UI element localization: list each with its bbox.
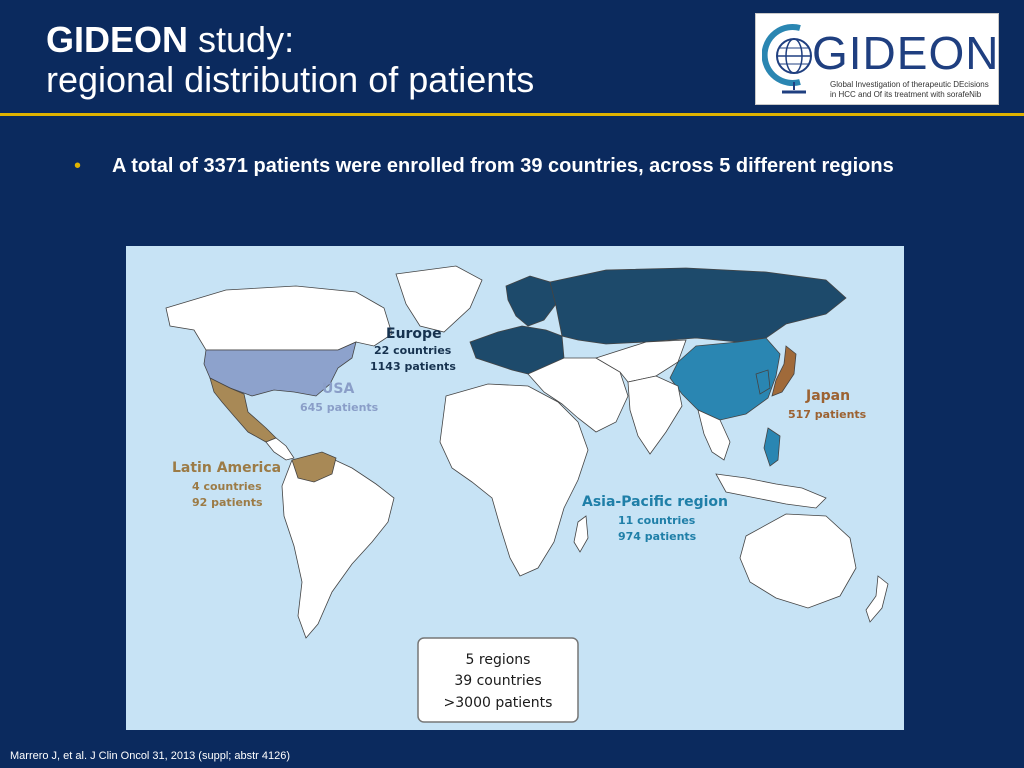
land-central-america	[265, 437, 295, 461]
summary-patients: >3000 patients	[444, 695, 553, 711]
region-korea	[755, 369, 771, 395]
label-europe-name: Europe	[386, 326, 442, 342]
label-usa-patients: 645 patients	[300, 401, 379, 414]
label-europe-countries: 22 countries	[374, 344, 452, 357]
land-greenland	[395, 265, 483, 333]
bullet-marker: •	[74, 155, 82, 177]
bullet-item: A total of 3371 patients were enrolled f…	[112, 155, 894, 177]
label-japan-name: Japan	[805, 388, 850, 404]
region-scandinavia	[505, 275, 557, 327]
gideon-logo: GIDEON Global Investigation of therapeut…	[755, 13, 999, 105]
logo-word: GIDEON	[812, 27, 1000, 79]
logo-tagline-line-2: in HCC and Of its treatment with sorafeN…	[830, 90, 982, 99]
summary-regions: 5 regions	[466, 652, 531, 668]
world-map: Europe 22 countries 1143 patients USA 64…	[126, 246, 904, 730]
region-philippines	[763, 427, 781, 467]
label-latam-countries: 4 countries	[192, 480, 262, 493]
land-australia	[739, 513, 857, 609]
globe-icon	[762, 24, 812, 94]
land-middle-east	[527, 357, 629, 433]
label-asia-name: Asia-Pacific region	[582, 494, 728, 510]
footnote: Marrero J, et al. J Clin Oncol 31, 2013 …	[10, 750, 291, 762]
region-japan	[771, 345, 797, 397]
slide-title: GIDEON study: regional distribution of p…	[46, 20, 534, 100]
land-africa	[439, 383, 589, 577]
region-china	[669, 337, 781, 421]
label-japan-patients: 517 patients	[788, 408, 867, 421]
label-asia-countries: 11 countries	[618, 514, 696, 527]
land-indonesia	[715, 473, 827, 509]
label-europe-patients: 1143 patients	[370, 360, 456, 373]
logo-tagline: Global Investigation of therapeutic DEci…	[830, 80, 989, 100]
summary-countries: 39 countries	[454, 673, 541, 689]
title-rest: study:	[188, 19, 295, 60]
land-madagascar	[573, 515, 589, 553]
logo-tagline-line-1: Global Investigation of therapeutic DEci…	[830, 80, 989, 89]
land-new-zealand	[865, 575, 889, 623]
title-line-2: regional distribution of patients	[46, 59, 535, 100]
region-venezuela	[291, 451, 337, 483]
bullet-list: • A total of 3371 patients were enrolled…	[74, 152, 934, 180]
land-south-america	[281, 453, 395, 639]
land-canada	[165, 285, 393, 351]
label-latam-name: Latin America	[172, 460, 281, 476]
world-map-svg: Europe 22 countries 1143 patients USA 64…	[126, 246, 904, 730]
land-central-asia	[595, 339, 687, 383]
title-divider	[0, 113, 1024, 116]
label-usa-name: USA	[322, 381, 354, 397]
land-india	[627, 375, 683, 455]
land-southeast-asia	[697, 409, 731, 461]
label-asia-patients: 974 patients	[618, 530, 697, 543]
title-bold: GIDEON	[46, 19, 189, 60]
summary-box	[417, 637, 579, 723]
label-latam-patients: 92 patients	[192, 496, 263, 509]
title-line-1: GIDEON study:	[46, 20, 534, 60]
